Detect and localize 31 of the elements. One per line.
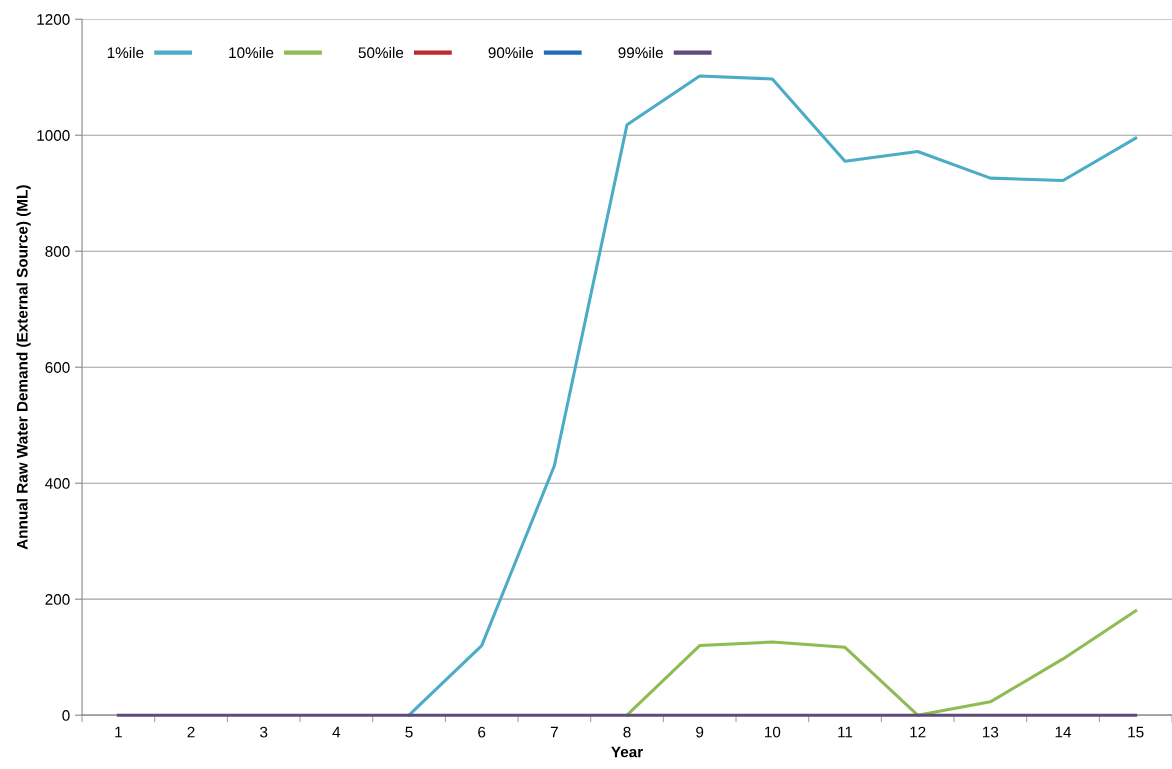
legend-label: 1%ile [107,46,144,59]
x-axis-title: Year [611,746,643,758]
legend-label: 99%ile [618,46,663,59]
x-tick-label: 4 [332,726,341,738]
x-tick-label: 9 [696,726,704,738]
x-tick-label: 3 [260,726,268,738]
legend-label: 10%ile [229,46,274,59]
y-tick-label: 600 [45,362,70,373]
x-tick-label: 1 [115,726,122,738]
x-tick-label: 11 [838,726,853,738]
x-tick-label: 6 [478,726,486,738]
line-series [625,609,1138,717]
x-tick-label: 12 [910,726,926,738]
y-tick-label: 0 [62,710,70,721]
y-tick-label: 800 [45,246,70,257]
x-tick-label: 2 [187,726,195,738]
x-tick-label: 15 [1128,726,1144,738]
x-tick-label: 13 [983,726,999,738]
line-series [407,74,1138,717]
y-axis-title: Annual Raw Water Demand (External Source) (ML) [16,185,31,550]
y-tick-label: 200 [45,594,70,605]
x-tick-label: 7 [550,726,558,738]
y-tick-label: 1000 [37,130,70,141]
legend-label: 90%ile [488,46,534,59]
x-tick-label: 10 [765,726,781,738]
legend-label: 50%ile [358,46,404,59]
y-tick-label: 400 [45,478,70,489]
x-tick-label: 14 [1055,726,1072,738]
x-tick-label: 8 [623,726,631,738]
x-tick-label: 5 [405,726,413,738]
y-tick-label: 1200 [37,14,70,25]
